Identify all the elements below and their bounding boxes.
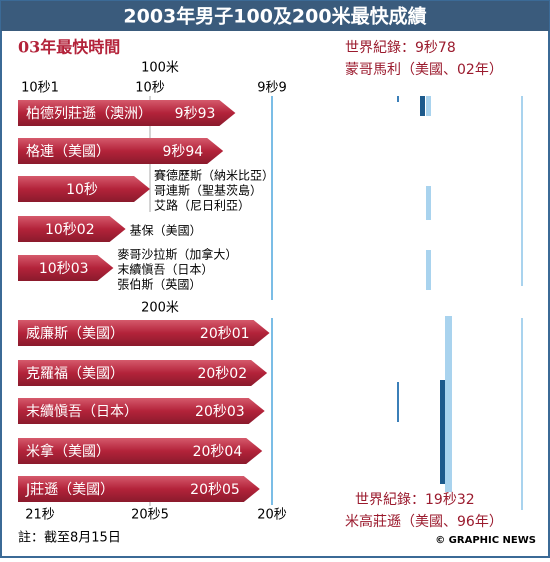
- record-label: 世界紀錄：9秒78: [345, 40, 456, 56]
- value-label: 20秒02: [197, 366, 247, 382]
- value-label: 20秒04: [193, 444, 243, 460]
- value-label: 10秒02: [45, 222, 95, 238]
- arrow-bar: [18, 216, 126, 242]
- x-tick-label: 10秒: [135, 81, 165, 96]
- title-bar: [1, 1, 549, 31]
- arrow-bar: [18, 398, 265, 424]
- value-label: 20秒03: [195, 404, 245, 420]
- credit: © GRAPHIC NEWS: [435, 535, 536, 546]
- athlete-name: J莊遜（美國）: [25, 482, 114, 498]
- athlete-name: 末續愼吾（日本）: [117, 262, 213, 277]
- x-tick-label: 9秒9: [257, 81, 287, 96]
- value-label: 9秒93: [175, 106, 216, 122]
- athlete-name: 格連（美國）: [26, 144, 110, 160]
- athlete-name: 賽德歷斯（納米比亞）: [154, 168, 274, 183]
- title: 2003年男子100及200米最快成績: [123, 5, 426, 28]
- athlete-name: 末續愼吾（日本）: [26, 404, 138, 420]
- athlete-name: 米拿（美國）: [26, 443, 110, 460]
- arrow-bar: [18, 438, 263, 464]
- record-holder: 米高莊遜（美國、96年）: [345, 513, 503, 530]
- arrow-bar: [18, 176, 150, 202]
- arrow-bar: [18, 255, 114, 281]
- arrow-bar: [18, 100, 236, 126]
- axis-title: 200米: [141, 301, 179, 316]
- athlete-name: 張伯斯（英國）: [117, 277, 201, 292]
- athlete-name: 威廉斯（美國）: [26, 325, 124, 342]
- arrow-bar: [18, 476, 260, 502]
- subtitle: 03年最快時間: [18, 38, 120, 57]
- footnote: 註：截至8月15日: [18, 531, 121, 546]
- arrow-bar: [18, 320, 270, 346]
- arrow-bar: [18, 360, 268, 386]
- value-label: 10秒: [66, 182, 98, 198]
- arrow-bar: [18, 138, 224, 164]
- athlete-name: 麥哥沙拉斯（加拿大）: [117, 247, 237, 262]
- axis-title: 100米: [141, 61, 179, 76]
- athlete-name: 艾路（尼日利亞）: [154, 198, 250, 213]
- x-tick-label: 20秒: [257, 508, 287, 523]
- decoration: [397, 96, 523, 510]
- x-tick-label: 21秒: [25, 508, 55, 523]
- value-label: 10秒03: [39, 261, 89, 277]
- athlete-name: 克羅福（美國）: [26, 366, 124, 382]
- value-label: 9秒94: [162, 144, 203, 160]
- athlete-name: 哥連斯（聖基茨島）: [154, 183, 262, 198]
- x-tick-label: 10秒1: [21, 81, 59, 96]
- x-tick-label: 20秒5: [131, 508, 169, 523]
- record-label: 世界紀錄：19秒32: [355, 492, 475, 508]
- athlete-name: 柏德列莊遜（澳洲）: [26, 106, 152, 122]
- value-label: 20秒05: [190, 482, 240, 498]
- athlete-name: 基保（美國）: [130, 224, 202, 238]
- value-label: 20秒01: [200, 326, 250, 342]
- record-holder: 蒙哥馬利（美國、02年）: [345, 62, 503, 78]
